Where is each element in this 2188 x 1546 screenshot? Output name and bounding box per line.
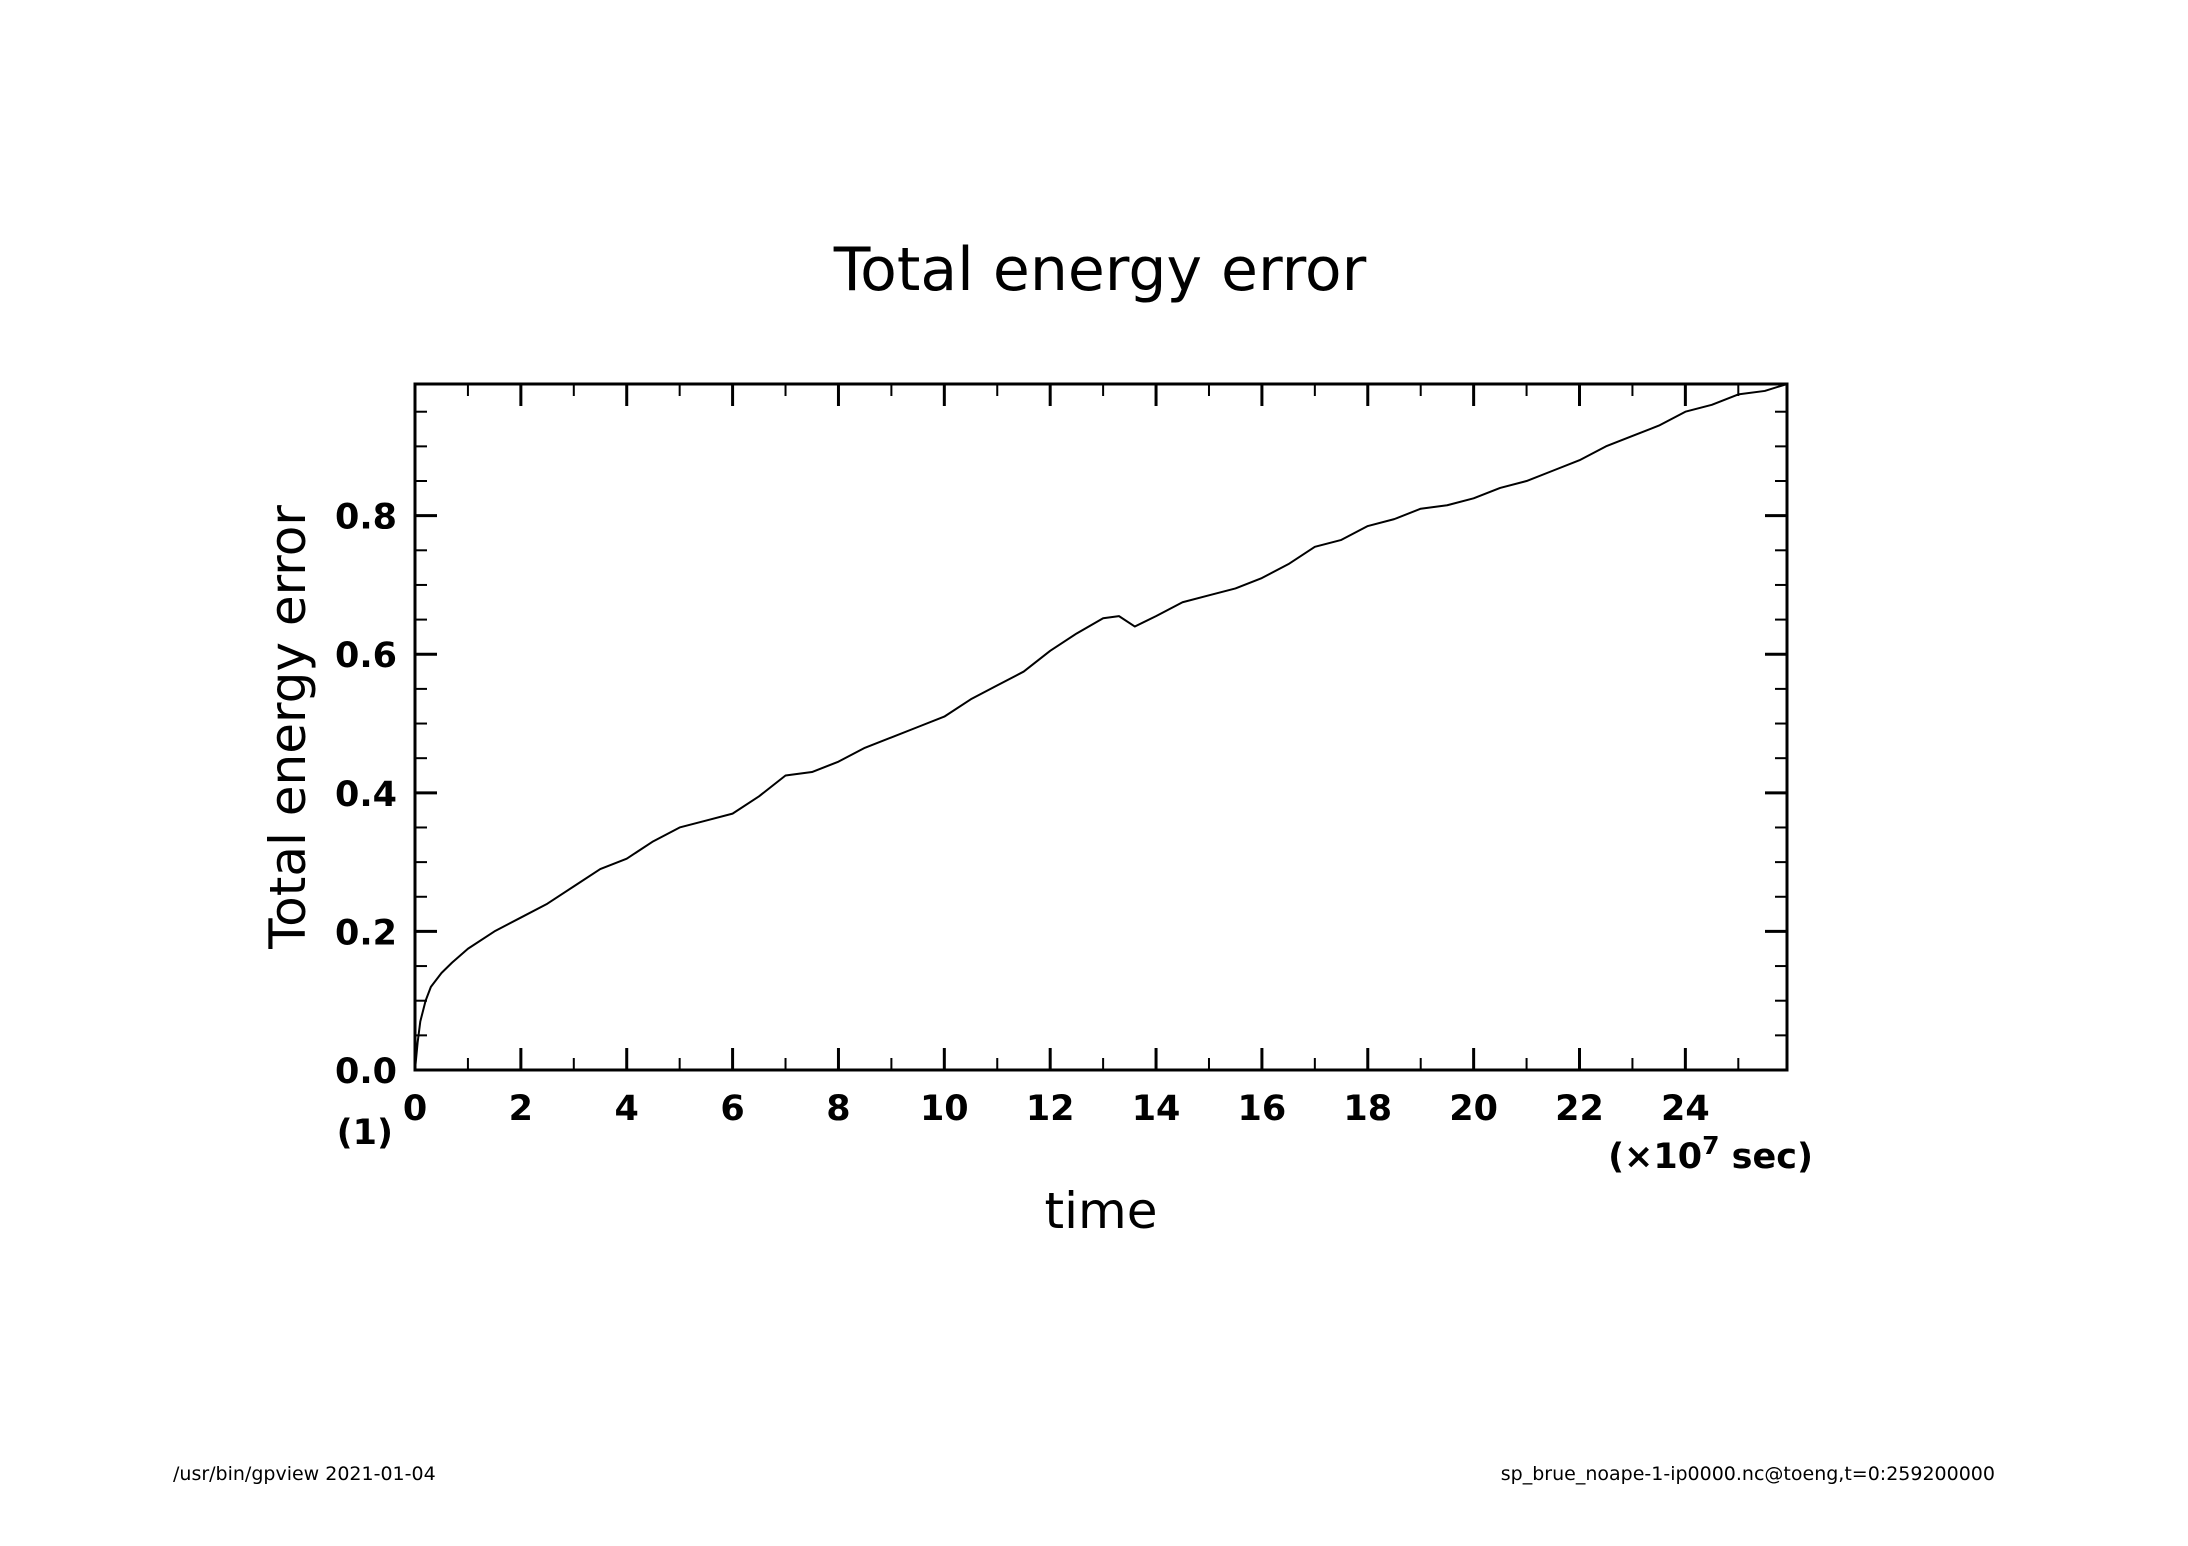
x-tick-label: 6 xyxy=(720,1089,744,1129)
minor-ticks xyxy=(415,384,1787,1070)
y-tick-label: 0.0 xyxy=(335,1052,397,1092)
y-tick-label: 0.2 xyxy=(335,913,397,953)
x-tick-label: 4 xyxy=(615,1089,639,1129)
x-tick-label: 16 xyxy=(1238,1089,1287,1129)
x-unit-prefix: (×10 xyxy=(1608,1137,1702,1177)
footer-right: sp_brue_noape-1-ip0000.nc@toeng,t=0:2592… xyxy=(1501,1463,1995,1485)
y-tick-label: 0.8 xyxy=(335,498,397,538)
plot-area-border xyxy=(413,382,1789,1072)
series-layer xyxy=(414,383,1788,1071)
footer-left: /usr/bin/gpview 2021-01-04 xyxy=(173,1463,436,1485)
x-tick-label: 20 xyxy=(1449,1089,1498,1129)
chart-title: Total energy error xyxy=(833,235,1367,305)
series-line xyxy=(414,383,1788,1071)
x-axis-ticks: 0 2 4 6 8 10 12 14 16 18 20 22 24 xyxy=(403,384,1710,1129)
x-tick-label: 0 xyxy=(403,1089,427,1129)
x-tick-label: 22 xyxy=(1555,1089,1604,1129)
x-tick-label: 8 xyxy=(826,1089,850,1129)
y-axis-label: Total energy error xyxy=(259,505,317,950)
x-unit-suffix: sec) xyxy=(1720,1137,1814,1177)
x-unit-exponent: 7 xyxy=(1702,1131,1719,1160)
y-scale-note: (1) xyxy=(337,1113,393,1153)
y-tick-label: 0.6 xyxy=(335,636,397,676)
x-tick-label: 10 xyxy=(920,1089,969,1129)
y-tick-label: 0.4 xyxy=(335,775,397,815)
x-axis-label: time xyxy=(1045,1182,1158,1240)
plot-frame xyxy=(413,382,1789,1072)
x-unit-note: (×107 sec) xyxy=(1608,1131,1813,1177)
x-tick-label: 18 xyxy=(1343,1089,1392,1129)
x-tick-label: 12 xyxy=(1026,1089,1075,1129)
y-axis-ticks: 0.0 0.2 0.4 0.6 0.8 xyxy=(335,498,1787,1092)
x-tick-label: 2 xyxy=(509,1089,533,1129)
x-tick-label: 14 xyxy=(1132,1089,1181,1129)
x-tick-label: 24 xyxy=(1661,1089,1710,1129)
